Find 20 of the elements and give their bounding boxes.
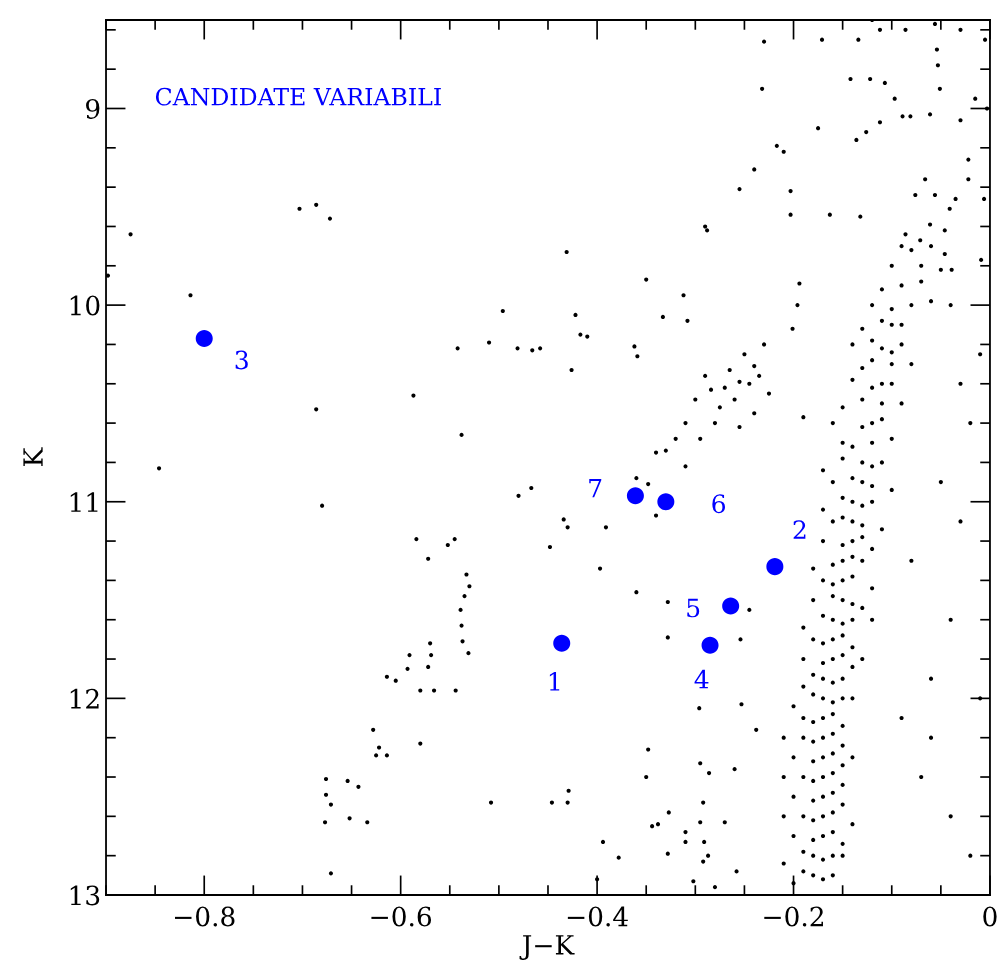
annotation: 6 (712, 494, 725, 514)
annotation: 5 (687, 598, 700, 618)
y-tick-label: 10 (70, 295, 100, 316)
annotation: 2 (793, 520, 806, 539)
y-tick-label: 11 (70, 492, 98, 512)
y-tick-label: 13 (70, 885, 100, 906)
y-tick-label: 9 (86, 98, 100, 119)
x-tick-label: −0.2 (764, 906, 823, 927)
y-axis-title: K (23, 447, 43, 466)
annotation: 7 (589, 478, 602, 498)
x-tick-label: −0.4 (567, 906, 628, 927)
annotation: 1 (549, 671, 560, 691)
annotation: 3 (235, 350, 248, 370)
x-tick-label: −0.6 (371, 906, 432, 927)
x-tick-label: −0.8 (174, 906, 235, 927)
x-tick-label: 0 (983, 906, 997, 927)
annotation: 4 (694, 669, 709, 689)
x-axis-title: J−K (519, 935, 575, 960)
annotation: CANDIDATE VARIABILI (155, 87, 441, 106)
y-tick-label: 12 (70, 688, 99, 709)
